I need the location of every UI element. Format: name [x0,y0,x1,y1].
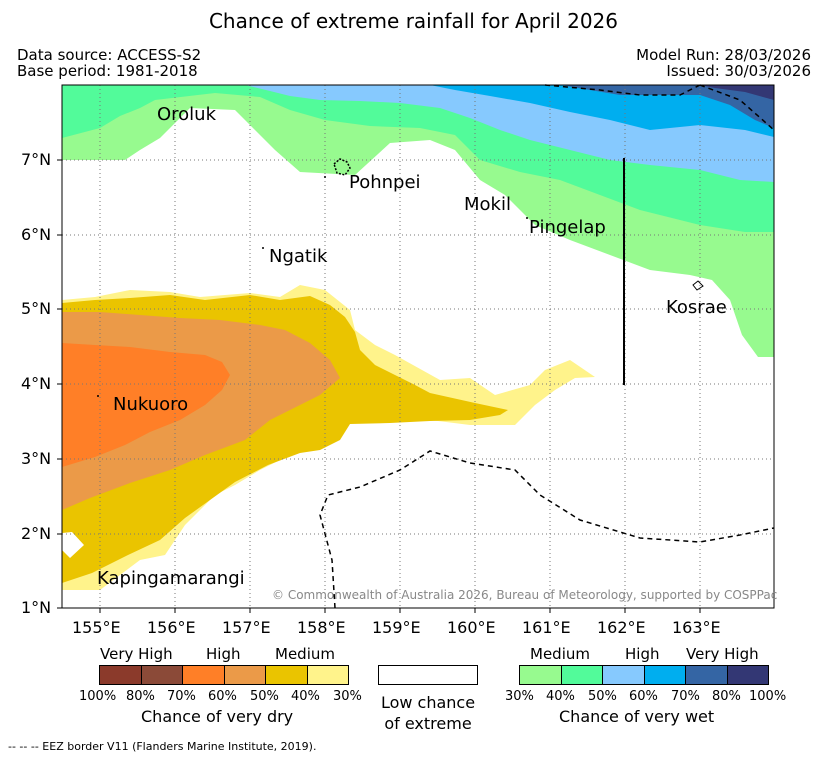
wet-swatch-5 [686,666,728,684]
wet-swatch-3 [603,666,645,684]
place-mokil: Mokil [464,194,511,215]
data-source: Data source: ACCESS-S2 [17,46,202,64]
dry-swatch-5 [266,666,308,684]
graticule [62,85,774,608]
wet-very-high-region [430,85,774,137]
dry-colorbar [99,665,349,685]
dry-tick-70: 70% [167,689,196,704]
place-oroluk: Oroluk [157,104,217,125]
wet-swatch-4 [644,666,686,684]
wet-tick-70: 70% [671,689,700,704]
chart-title: Chance of extreme rainfall for April 202… [208,9,619,33]
islet-icon [324,176,326,178]
neutral-caption-line2: of extreme [384,714,472,733]
nukuoro-island-icon [97,395,99,397]
dry-cat-high: High [206,645,241,663]
neutral-swatch [378,665,478,685]
lat-label-2n: 2°N [21,524,52,543]
lat-label-5n: 5°N [21,299,52,318]
copyright-notice: © Commonwealth of Australia 2026, Bureau… [272,588,778,602]
lat-label-4n: 4°N [21,374,52,393]
dry-swatch-6 [307,666,348,684]
base-period: Base period: 1981-2018 [17,62,198,80]
wet-tick-50: 50% [588,689,617,704]
wet-top-region [700,85,774,100]
dry-tick-60: 60% [208,689,237,704]
lon-label-159e: 159°E [372,618,421,637]
meta-right: Model Run: 28/03/2026 Issued: 30/03/2026 [636,47,811,79]
wet-swatch-1 [520,666,562,684]
wet-swatch-6 [727,666,768,684]
lat-label-3n: 3°N [21,449,52,468]
wet-tick-60: 60% [629,689,658,704]
lon-label-163e: 163°E [672,618,721,637]
wet-swatch-2 [561,666,603,684]
wet-caption: Chance of very wet [559,707,715,726]
wet-cat-very-high: Very High [686,645,759,663]
map-frame [61,84,775,609]
lon-label-155e: 155°E [72,618,121,637]
lon-label-158e: 158°E [297,618,346,637]
wet-tick-100: 100% [749,689,787,704]
dry-swatch-1 [100,666,142,684]
pohnpei-island-icon [333,158,351,176]
lon-label-162e: 162°E [597,618,646,637]
place-pohnpei: Pohnpei [349,172,421,193]
wet-tick-30: 30% [505,689,534,704]
place-kapingamarangi: Kapingamarangi [97,568,245,589]
neutral-caption-line1: Low chance [380,693,476,712]
kosrae-island-icon [692,280,704,291]
dry-tick-40: 40% [291,689,320,704]
wet-extreme-region [560,85,774,128]
wet-cat-medium: Medium [530,645,590,663]
lon-label-157e: 157°E [222,618,271,637]
lon-label-160e: 160°E [447,618,496,637]
lat-label-1n: 1°N [21,598,52,617]
wet-tick-80: 80% [712,689,741,704]
dry-swatch-3 [183,666,225,684]
ngatik-island-icon [262,247,264,249]
lat-label-6n: 6°N [21,225,52,244]
place-nukuoro: Nukuoro [113,394,189,415]
model-run: Model Run: 28/03/2026 [636,46,811,64]
dry-caption: Chance of very dry [141,707,294,726]
dry-tick-100: 100% [79,689,117,704]
wet-tick-40: 40% [546,689,575,704]
dry-tick-80: 80% [126,689,155,704]
meta-left: Data source: ACCESS-S2 Base period: 1981… [17,47,201,79]
dry-tick-50: 50% [250,689,279,704]
place-ngatik: Ngatik [269,246,328,267]
lon-label-161e: 161°E [522,618,571,637]
dry-cat-very-high: Very High [100,645,173,663]
lon-label-156e: 156°E [147,618,196,637]
lat-label-7n: 7°N [21,150,52,169]
notch [62,532,84,558]
wet-cat-high: High [625,645,660,663]
place-pingelap: Pingelap [529,217,606,238]
dry-swatch-2 [141,666,183,684]
dry-tick-30: 30% [333,689,362,704]
dry-very-high-region [62,343,230,467]
place-kosrae: Kosrae [666,297,727,318]
eez-footnote: -- -- -- EEZ border V11 (Flanders Marine… [8,740,317,753]
wet-colorbar [519,665,769,685]
dry-swatch-4 [224,666,266,684]
issued-date: Issued: 30/03/2026 [666,62,811,80]
eez-border [319,84,775,609]
mokil-island-icon [526,217,528,219]
dry-cat-medium: Medium [275,645,335,663]
